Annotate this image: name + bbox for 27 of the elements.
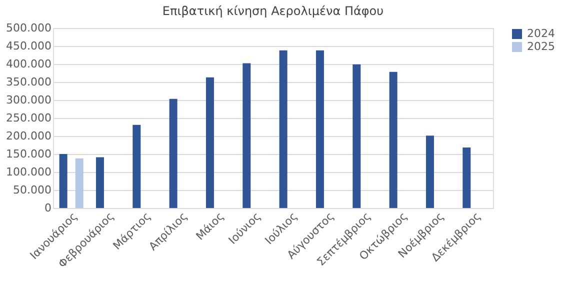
y-tick-label: 400.000 [6,58,52,70]
y-tick-label: 350.000 [6,76,52,88]
y-tick-label: 300.000 [6,94,52,106]
y-tick-label: 250.000 [6,112,52,124]
bar [206,77,214,208]
bar [59,154,68,208]
y-tick-label: 450.000 [6,40,52,52]
bar [75,158,84,208]
legend-label: 2025 [527,40,555,53]
y-tick-label: 200.000 [6,130,52,142]
bar [96,157,104,208]
y-tick-label: 150.000 [6,148,52,160]
y-tick-label: 500.000 [6,22,52,34]
y-tick-label: 50.000 [13,184,52,196]
bar [389,72,398,208]
bar [169,98,178,208]
bar [132,124,141,208]
y-tick-label: 0 [44,202,52,214]
y-tick-label: 100.000 [6,166,52,178]
bar [352,64,361,208]
legend-label: 2024 [527,27,555,40]
bar [242,63,251,208]
bar [426,136,434,208]
chart-title: Επιβατική κίνηση Αερολιμένα Πάφου [162,4,384,18]
bar [462,148,471,208]
bar [279,50,288,208]
bar [316,50,324,208]
